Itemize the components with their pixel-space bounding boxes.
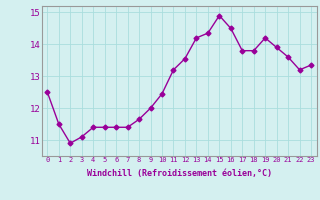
X-axis label: Windchill (Refroidissement éolien,°C): Windchill (Refroidissement éolien,°C): [87, 169, 272, 178]
